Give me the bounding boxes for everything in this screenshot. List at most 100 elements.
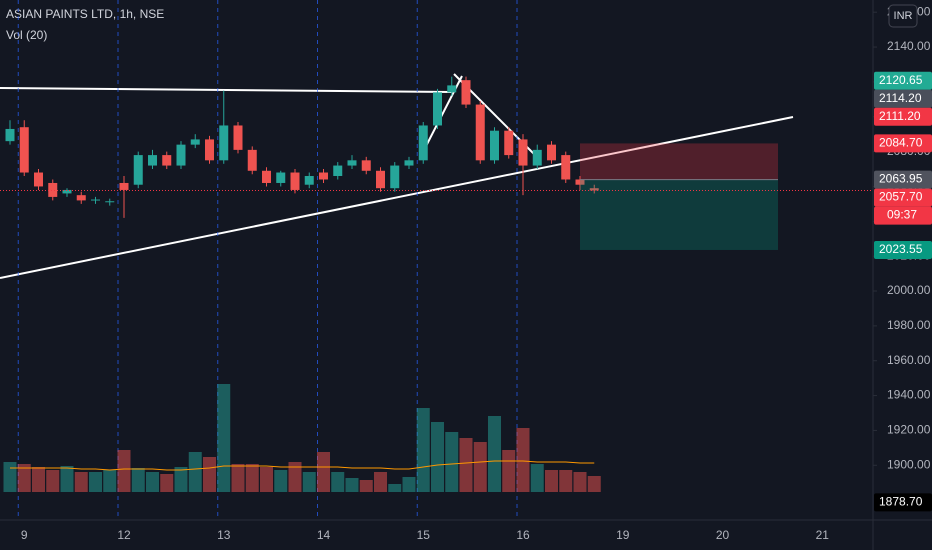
volume-bar [74,472,88,492]
candle-body [361,160,371,171]
candle-body [575,179,585,185]
y-tick-label: 1920.00 [887,423,931,437]
candle-body [447,85,457,93]
x-tick-label: 9 [21,528,28,542]
price-label-bg [874,134,932,153]
indicator-label: Vol (20) [6,28,47,42]
candle-body [176,144,186,166]
volume-bar [445,432,459,492]
x-tick-label: 21 [816,528,830,542]
y-tick-label: 2000.00 [887,283,931,297]
volume-bar [317,452,330,492]
candle-body [262,170,271,183]
volume-bar [331,472,345,492]
candle-body [62,189,72,194]
volume-bar [32,467,45,492]
volume-bar [416,408,430,492]
candle-body [76,195,86,201]
countdown-bg [874,206,932,225]
candle-body [333,165,343,177]
volume-bar [3,462,17,492]
price-label: 2084.70 [879,136,923,150]
x-tick-label: 13 [217,528,231,542]
candle-body [418,125,428,161]
volume-bar [374,472,387,492]
volume-bar [245,464,259,492]
volume-bar [131,468,145,492]
candle-body [304,176,314,185]
candle-body [504,130,514,156]
volume-bar [260,467,273,492]
volume-bar [473,442,487,492]
price-label: 1878.70 [879,495,923,509]
candle-body [5,128,15,142]
candle-body [119,182,129,190]
volume-bar [160,474,174,492]
y-tick-label: 1980.00 [887,318,931,332]
price-label-bg [874,188,932,207]
countdown: 09:37 [887,208,917,222]
volume-bar [188,452,202,492]
candle-body [589,188,599,191]
price-label: 2111.20 [879,109,921,123]
trend-line [0,116,794,279]
volume-bar [46,470,60,492]
volume-bar [302,472,316,492]
volume-bar [388,484,402,492]
candle-body [290,172,300,190]
volume-bar [488,416,501,492]
y-tick-label: 2140.00 [887,39,931,53]
price-label-bg [874,240,932,259]
symbol-title: ASIAN PAINTS LTD, 1h, NSE [6,7,164,21]
volume-bar [103,470,117,492]
x-tick-label: 14 [317,528,331,542]
price-label: 2063.95 [879,172,923,186]
volume-bar [502,450,516,492]
price-label-bg [874,89,932,108]
candle-body [190,139,200,145]
candle-body [276,172,286,183]
position-risk [580,143,778,180]
price-label: 2114.20 [879,91,922,105]
volume-bar [89,472,102,492]
volume-bar [203,457,216,492]
volume-bar [431,422,444,492]
candle-body [404,160,414,166]
currency-button[interactable]: INR [894,10,913,22]
x-tick-label: 16 [516,528,530,542]
candle-body [461,80,471,105]
candle-body [433,92,442,126]
volume-bar [345,478,359,492]
x-tick-label: 15 [417,528,431,542]
candle-body [561,155,571,180]
volume-bar [359,480,373,492]
candle-body [518,139,528,166]
candle-body [233,125,243,150]
candle-body [133,155,143,185]
price-label: 2120.65 [879,73,923,87]
volume-bar [516,428,530,492]
price-label-bg [874,71,932,90]
volume-bar [530,464,544,492]
y-tick-label: 1960.00 [887,353,931,367]
candle-body [105,201,115,203]
volume-bar [402,477,416,492]
x-tick-label: 12 [117,528,131,542]
volume-bar [231,464,245,492]
candle-body [48,182,58,197]
price-label-bg [874,107,932,126]
candle-body [376,170,385,189]
volume-ma [10,460,595,471]
candle-body [219,125,229,161]
candle-body [547,144,556,161]
price-label: 2023.55 [879,242,923,256]
volume-bar [288,462,302,492]
candle-body [319,172,328,180]
price-label: 2057.70 [879,190,923,204]
y-tick-label: 1940.00 [887,388,931,402]
volume-bar [459,438,473,492]
candle-body [91,199,100,201]
candle-body [247,149,257,171]
volume-bar [587,476,601,492]
